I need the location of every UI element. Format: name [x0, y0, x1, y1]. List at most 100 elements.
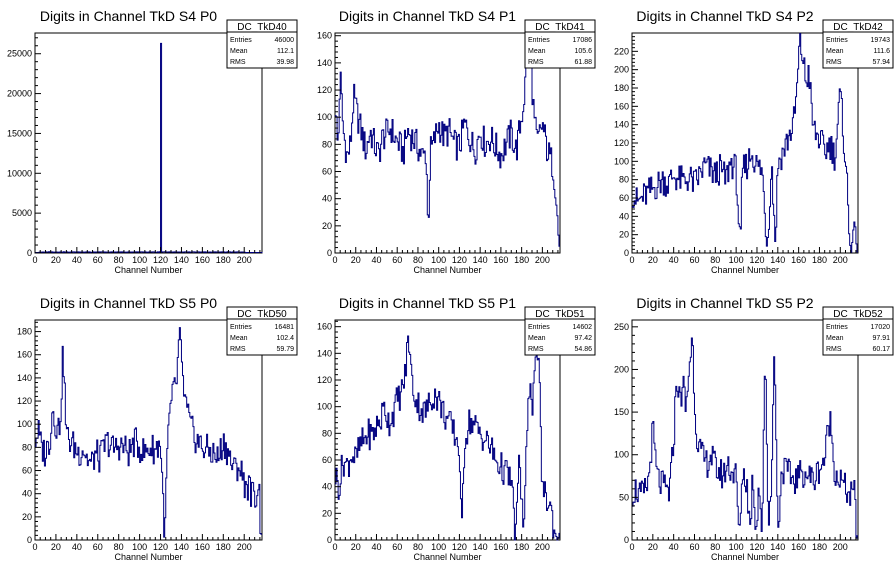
y-tick-label: 160	[614, 101, 629, 111]
stats-value: 17086	[573, 37, 593, 44]
stats-value: 14602	[573, 324, 593, 331]
x-axis-title: Channel Number	[711, 552, 779, 562]
x-tick-label: 140	[174, 542, 189, 552]
y-tick-label: 200	[614, 65, 629, 75]
histogram-panel: Digits in Channel TkD S5 P1 0 20 40 60 80 100 1…	[317, 295, 596, 562]
y-tick-label: 160	[17, 350, 32, 360]
stats-value: 16481	[275, 324, 295, 331]
y-tick-label: 100	[614, 156, 629, 166]
histogram-line	[632, 337, 858, 539]
y-tick-label: 140	[614, 120, 629, 130]
x-tick-label: 20	[51, 542, 61, 552]
y-tick-label: 60	[322, 455, 332, 465]
x-tick-label: 120	[452, 542, 467, 552]
stats-histogram-name: DC_TkD42	[833, 22, 883, 33]
x-tick-label: 80	[710, 255, 720, 265]
y-tick-label: 10000	[7, 168, 32, 178]
y-tick-label: 0	[27, 248, 32, 258]
stats-label: RMS	[826, 59, 842, 66]
stats-value: 97.42	[574, 335, 592, 342]
y-tick-label: 120	[317, 85, 332, 95]
stats-histogram-name: DC_TkD50	[237, 309, 287, 320]
x-tick-label: 120	[452, 255, 467, 265]
stats-value: 111.6	[874, 48, 891, 55]
x-tick-label: 200	[535, 255, 550, 265]
x-tick-label: 140	[174, 255, 189, 265]
panel-title: Digits in Channel TkD S4 P2	[636, 8, 813, 24]
stats-box: DC_TkD41 Entries 17086 Mean 105.6 RMS 61.88	[524, 19, 596, 69]
stats-box-border	[524, 19, 596, 69]
stats-label: RMS	[528, 59, 544, 66]
stats-label: Entries	[230, 324, 252, 331]
y-tick-label: 140	[17, 373, 32, 383]
stats-box: DC_TkD50 Entries 16481 Mean 102.4 RMS 59.79	[226, 306, 298, 356]
x-tick-label: 100	[431, 255, 446, 265]
x-tick-label: 100	[132, 542, 147, 552]
y-tick-label: 0	[624, 248, 629, 258]
x-axis-title: Channel Number	[114, 265, 182, 275]
x-tick-label: 140	[473, 542, 488, 552]
x-tick-label: 0	[629, 542, 634, 552]
histogram-panel: Digits in Channel TkD S4 P2 0 20 40 60 80 100 1…	[614, 8, 894, 275]
histogram-panel: Digits in Channel TkD S5 P0 0 20 40 60 80 100 1…	[17, 295, 298, 562]
stats-value: 112.1	[277, 48, 294, 55]
x-tick-label: 0	[332, 255, 337, 265]
x-tick-label: 120	[153, 542, 168, 552]
y-tick-label: 80	[322, 428, 332, 438]
stats-box-border	[226, 306, 298, 356]
panel-title: Digits in Channel TkD S5 P2	[636, 295, 813, 311]
plot-frame	[631, 319, 859, 541]
panel-title: Digits in Channel TkD S5 P1	[339, 295, 516, 311]
y-tick-label: 60	[22, 466, 32, 476]
x-tick-label: 60	[689, 255, 699, 265]
x-tick-label: 160	[195, 542, 210, 552]
x-tick-label: 40	[72, 542, 82, 552]
x-tick-label: 20	[51, 255, 61, 265]
y-tick-label: 0	[27, 535, 32, 545]
x-tick-label: 100	[431, 542, 446, 552]
stats-label: Mean	[826, 48, 844, 55]
x-tick-label: 200	[833, 542, 848, 552]
panel-title: Digits in Channel TkD S4 P1	[339, 8, 516, 24]
y-tick-label: 100	[614, 450, 629, 460]
y-tick-label: 80	[322, 139, 332, 149]
x-tick-label: 0	[32, 542, 37, 552]
stats-label: Mean	[528, 335, 546, 342]
x-tick-label: 100	[729, 542, 744, 552]
histogram-line	[335, 36, 560, 247]
stats-value: 46000	[275, 37, 295, 44]
x-tick-label: 100	[729, 255, 744, 265]
histogram-panel: Digits in Channel TkD S4 P1 0 20 40 60 80 100 1…	[317, 8, 596, 275]
y-tick-label: 20	[322, 508, 332, 518]
stats-label: RMS	[230, 59, 246, 66]
stats-label: Mean	[230, 48, 248, 55]
histogram-line	[34, 42, 263, 254]
y-tick-label: 0	[624, 535, 629, 545]
y-tick-label: 40	[322, 194, 332, 204]
x-tick-label: 100	[132, 255, 147, 265]
x-tick-label: 180	[812, 255, 827, 265]
x-tick-label: 120	[749, 542, 764, 552]
stats-histogram-name: DC_TkD41	[535, 22, 585, 33]
x-tick-label: 200	[237, 255, 252, 265]
y-tick-label: 60	[619, 193, 629, 203]
x-tick-label: 140	[770, 255, 785, 265]
stats-box-border	[226, 19, 298, 69]
stats-value: 39.98	[276, 59, 294, 66]
y-tick-label: 180	[17, 327, 32, 337]
stats-label: RMS	[528, 346, 544, 353]
x-tick-label: 160	[493, 542, 508, 552]
x-tick-label: 200	[535, 542, 550, 552]
stats-label: Entries	[826, 37, 848, 44]
y-tick-label: 140	[317, 58, 332, 68]
stats-box-border	[822, 306, 894, 356]
x-tick-label: 180	[216, 542, 231, 552]
x-axis-title: Channel Number	[413, 265, 481, 275]
y-tick-label: 220	[614, 46, 629, 56]
x-tick-label: 80	[114, 542, 124, 552]
y-tick-label: 250	[614, 322, 629, 332]
x-tick-label: 60	[689, 542, 699, 552]
y-tick-label: 80	[22, 442, 32, 452]
stats-label: Mean	[230, 335, 248, 342]
